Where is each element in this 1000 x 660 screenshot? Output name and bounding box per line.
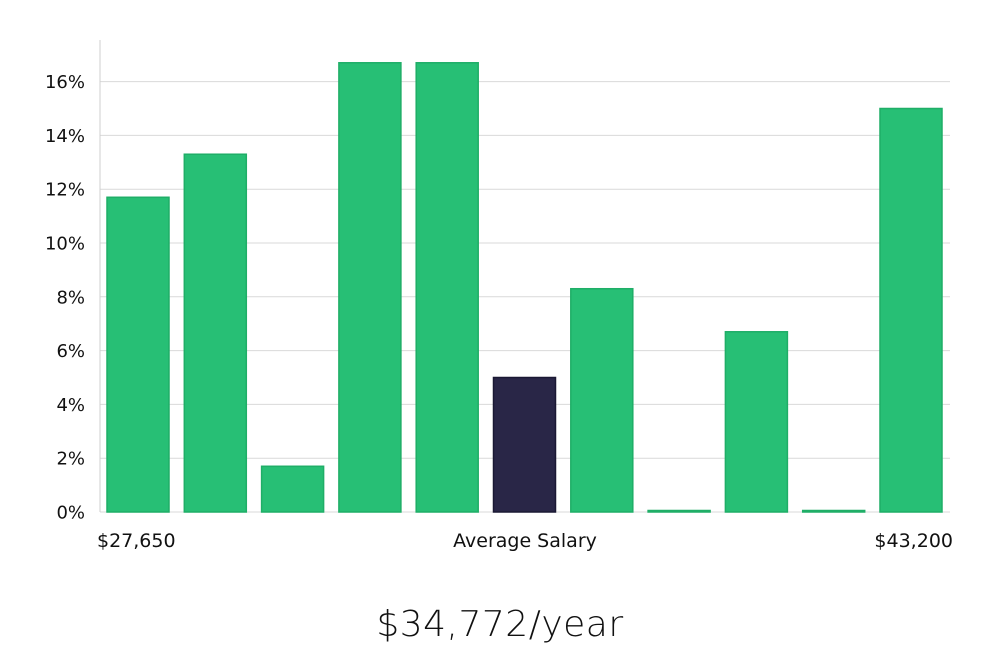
y-tick-label: 8% bbox=[56, 287, 85, 308]
bar bbox=[338, 62, 402, 513]
y-axis-ticks: 0% 2% 4% 6% 8% 10% 12% 14% 16% bbox=[45, 72, 85, 523]
bar bbox=[879, 107, 943, 513]
y-tick-label: 16% bbox=[45, 72, 85, 93]
bar bbox=[415, 62, 479, 513]
x-axis-min-label: $27,650 bbox=[97, 530, 176, 552]
y-tick-label: 14% bbox=[45, 126, 85, 147]
bar bbox=[570, 287, 634, 513]
bar-average-salary bbox=[492, 376, 557, 513]
y-tick-label: 0% bbox=[56, 503, 85, 524]
average-salary-value: $34,772/year bbox=[376, 604, 624, 645]
y-tick-label: 2% bbox=[56, 449, 85, 470]
y-tick-label: 6% bbox=[56, 341, 85, 362]
bar bbox=[647, 509, 711, 513]
bar bbox=[106, 196, 170, 513]
bar bbox=[801, 509, 866, 513]
y-tick-label: 12% bbox=[45, 180, 85, 201]
salary-distribution-chart: 0% 2% 4% 6% 8% 10% 12% 14% 16% $27,650 Average S… bbox=[45, 40, 953, 552]
y-tick-label: 10% bbox=[45, 234, 85, 255]
x-axis-max-label: $43,200 bbox=[874, 530, 953, 552]
y-tick-label: 4% bbox=[56, 395, 85, 416]
x-axis-center-label: Average Salary bbox=[453, 530, 597, 552]
bars bbox=[106, 62, 943, 513]
bar bbox=[724, 331, 789, 513]
bar bbox=[183, 153, 248, 513]
bar bbox=[260, 465, 325, 513]
